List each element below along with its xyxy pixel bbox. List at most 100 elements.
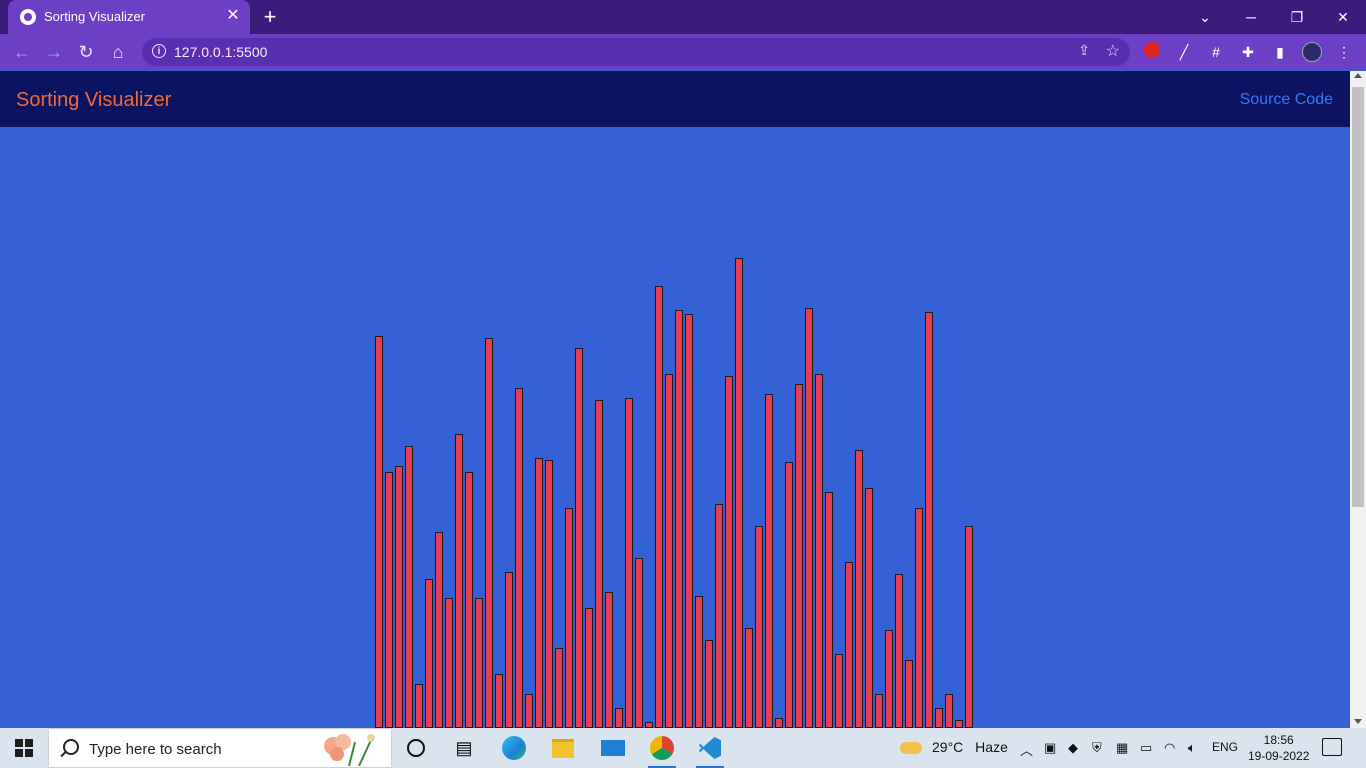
display-tray-icon[interactable]: ▦ bbox=[1116, 740, 1129, 755]
bookmark-star-icon[interactable]: ☆ bbox=[1105, 43, 1120, 60]
chrome-icon[interactable] bbox=[642, 732, 682, 768]
array-bar bbox=[465, 472, 473, 728]
edge-browser-icon[interactable] bbox=[494, 732, 534, 764]
array-bar bbox=[755, 526, 763, 728]
site-info-icon[interactable]: i bbox=[152, 44, 166, 58]
search-icon bbox=[63, 739, 79, 755]
address-bar[interactable]: i 127.0.0.1:5500 ⇪ ☆ bbox=[142, 38, 1130, 66]
search-placeholder: Type here to search bbox=[89, 741, 222, 758]
start-button[interactable] bbox=[0, 728, 48, 768]
vscode-icon[interactable] bbox=[690, 732, 730, 768]
array-bar bbox=[725, 376, 733, 728]
array-bar bbox=[375, 336, 383, 728]
restore-button[interactable]: ❐ bbox=[1290, 9, 1304, 25]
weather-temp: 29°C bbox=[932, 739, 964, 755]
array-bar bbox=[815, 374, 823, 728]
language-indicator[interactable]: ENG bbox=[1212, 740, 1239, 754]
notification-center-icon[interactable] bbox=[1322, 738, 1342, 756]
taskbar-search-box[interactable]: Type here to search bbox=[48, 728, 392, 768]
minimize-button[interactable]: ─ bbox=[1246, 9, 1256, 25]
array-bar bbox=[545, 460, 553, 728]
array-bar bbox=[875, 694, 883, 728]
url-text[interactable]: 127.0.0.1:5500 bbox=[174, 44, 268, 60]
array-bar bbox=[565, 508, 573, 728]
array-bar bbox=[825, 492, 833, 728]
browser-tab-strip: Sorting Visualizer ✕ + ⌄ ─ ❐ ✕ bbox=[0, 0, 1366, 34]
page-scrollbar[interactable] bbox=[1350, 71, 1366, 728]
show-hidden-icons-chevron-icon[interactable]: ︿ bbox=[1020, 743, 1034, 758]
battery-icon[interactable]: ▭ bbox=[1140, 740, 1153, 755]
array-bar bbox=[885, 630, 893, 728]
array-bar bbox=[835, 654, 843, 728]
array-bar bbox=[525, 694, 533, 728]
array-bar bbox=[595, 400, 603, 728]
reload-button[interactable]: ↻ bbox=[78, 42, 94, 62]
mail-icon[interactable] bbox=[593, 732, 633, 764]
browser-tab[interactable]: Sorting Visualizer ✕ bbox=[8, 0, 250, 34]
meet-now-icon[interactable]: ▣ bbox=[1044, 740, 1057, 755]
extensions-puzzle-icon[interactable]: ✚ bbox=[1242, 44, 1254, 60]
wifi-icon[interactable]: ◠ bbox=[1164, 740, 1176, 755]
array-bar bbox=[515, 388, 523, 728]
array-bar bbox=[695, 596, 703, 728]
app-tray-icon[interactable]: ◆ bbox=[1068, 740, 1078, 755]
close-tab-icon[interactable]: ✕ bbox=[226, 7, 240, 24]
array-bar bbox=[405, 446, 413, 728]
array-bar bbox=[795, 384, 803, 728]
weather-widget[interactable]: 29°C Haze bbox=[900, 739, 1008, 755]
source-code-link[interactable]: Source Code bbox=[1239, 91, 1333, 108]
weather-haze-icon bbox=[900, 742, 922, 755]
browser-menu-icon[interactable]: ⋮ bbox=[1337, 44, 1351, 60]
array-bar bbox=[625, 398, 633, 728]
array-bar bbox=[655, 286, 663, 728]
volume-icon[interactable]: 🔈︎ bbox=[1188, 740, 1196, 755]
array-bar bbox=[585, 608, 593, 728]
array-bar bbox=[555, 648, 563, 728]
tab-title: Sorting Visualizer bbox=[44, 9, 145, 24]
home-button[interactable]: ⌂ bbox=[112, 42, 124, 62]
back-button[interactable]: ← bbox=[13, 42, 31, 62]
tab-search-button[interactable]: ⌄ bbox=[1199, 9, 1211, 25]
side-panel-icon[interactable]: ▮ bbox=[1276, 44, 1284, 60]
browser-toolbar: ← → ↻ ⌂ i 127.0.0.1:5500 ⇪ ☆ ╱ # ✚ ▮ ⋮ bbox=[0, 34, 1366, 70]
array-bar bbox=[575, 348, 583, 728]
new-tab-button[interactable]: + bbox=[263, 4, 277, 29]
flower-decoration-icon bbox=[324, 734, 375, 766]
windows-logo-icon bbox=[15, 739, 33, 757]
array-bar bbox=[605, 592, 613, 728]
array-bar bbox=[895, 574, 903, 728]
windows-taskbar: Type here to search ▤ 29°C Haze ︿ ▣ ◆ ⛨ … bbox=[0, 728, 1366, 768]
array-bar bbox=[675, 310, 683, 728]
array-bar bbox=[685, 314, 693, 728]
array-bar bbox=[665, 374, 673, 728]
scroll-up-arrow-icon[interactable] bbox=[1354, 73, 1362, 78]
array-bar bbox=[505, 572, 513, 728]
array-bar bbox=[715, 504, 723, 728]
task-view-icon[interactable]: ▤ bbox=[455, 737, 473, 758]
clock-time: 18:56 bbox=[1263, 733, 1294, 747]
array-bar bbox=[425, 579, 433, 728]
share-icon[interactable]: ⇪ bbox=[1078, 42, 1090, 58]
array-bar bbox=[765, 394, 773, 728]
security-shield-icon[interactable]: ⛨ bbox=[1092, 740, 1102, 755]
file-explorer-icon[interactable] bbox=[543, 732, 583, 764]
adblock-extension-icon[interactable] bbox=[1142, 42, 1162, 62]
array-bar bbox=[915, 508, 923, 728]
cortana-circle-icon[interactable] bbox=[396, 732, 436, 764]
array-bar bbox=[785, 462, 793, 728]
forward-button[interactable]: → bbox=[45, 42, 63, 62]
array-bar bbox=[395, 466, 403, 728]
array-bar bbox=[845, 562, 853, 728]
array-bar bbox=[485, 338, 493, 728]
profile-avatar[interactable] bbox=[1302, 42, 1322, 62]
hash-extension-icon[interactable]: # bbox=[1212, 44, 1220, 60]
taskbar-clock[interactable]: 18:56 19-09-2022 bbox=[1248, 732, 1309, 764]
pen-extension-icon[interactable]: ╱ bbox=[1179, 44, 1189, 60]
array-bar bbox=[905, 660, 913, 728]
close-window-button[interactable]: ✕ bbox=[1337, 9, 1349, 25]
bars-container bbox=[0, 127, 1350, 728]
array-bar bbox=[965, 526, 973, 728]
array-bar bbox=[925, 312, 933, 728]
scroll-down-arrow-icon[interactable] bbox=[1354, 719, 1362, 724]
scroll-thumb[interactable] bbox=[1352, 87, 1364, 507]
